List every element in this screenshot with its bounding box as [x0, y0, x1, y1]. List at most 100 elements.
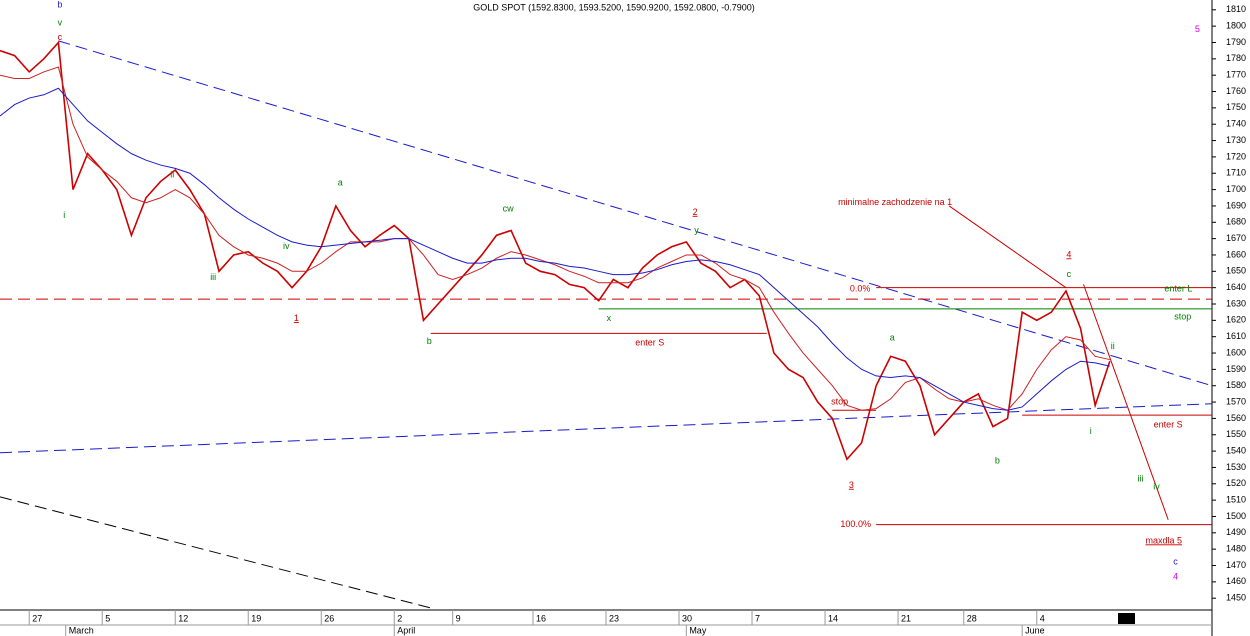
trend-line — [0, 496, 431, 609]
y-tick-label: 1720 — [1226, 151, 1246, 161]
x-tick-label: 23 — [609, 613, 619, 623]
y-tick-label: 1570 — [1226, 396, 1246, 406]
y-tick-label: 1790 — [1226, 37, 1246, 47]
x-tick-label: 28 — [967, 613, 977, 623]
x-tick-label: 7 — [755, 613, 760, 623]
trend-line — [0, 403, 1213, 454]
month-label: April — [397, 625, 415, 635]
annotation: enter L — [1164, 284, 1192, 294]
annotation: 3 — [849, 480, 854, 490]
annotation: iv — [283, 241, 290, 251]
x-tick-label: 5 — [105, 613, 110, 623]
y-tick-label: 1620 — [1226, 315, 1246, 325]
y-tick-label: 1460 — [1226, 576, 1246, 586]
y-tick-label: 1490 — [1226, 527, 1246, 537]
y-tick-label: 1550 — [1226, 429, 1246, 439]
month-label: March — [69, 625, 94, 635]
y-tick-label: 1730 — [1226, 135, 1246, 145]
series-line — [0, 87, 1110, 411]
y-tick-label: 1470 — [1226, 560, 1246, 570]
annotation: iii — [1137, 473, 1143, 483]
y-tick-label: 1670 — [1226, 233, 1246, 243]
annotation: 5 — [1195, 24, 1200, 34]
x-tick-label: 27 — [32, 613, 42, 623]
month-label: June — [1025, 625, 1045, 635]
annotation: 100.0% — [840, 519, 871, 529]
annotation: y — [694, 225, 699, 235]
annotation: i — [1090, 426, 1092, 436]
y-tick-label: 1680 — [1226, 217, 1246, 227]
y-tick-label: 1600 — [1226, 347, 1246, 357]
annotation: iv — [1153, 481, 1160, 491]
annotation: a — [338, 177, 343, 187]
x-tick-label: 30 — [682, 613, 692, 623]
annotation: i — [63, 210, 65, 220]
y-tick-label: 1630 — [1226, 298, 1246, 308]
annotation: ii — [1111, 341, 1115, 351]
x-tick-label: 2 — [397, 613, 402, 623]
x-tick-label: 14 — [828, 613, 838, 623]
y-tick-label: 1690 — [1226, 200, 1246, 210]
x-tick-label: 12 — [178, 613, 188, 623]
y-tick-label: 1650 — [1226, 266, 1246, 276]
y-tick-label: 1450 — [1226, 593, 1246, 603]
annotation: 0.0% — [850, 284, 871, 294]
trend-line — [58, 40, 1213, 387]
annotation: stop — [1174, 311, 1191, 321]
trend-line — [948, 205, 1067, 289]
annotation: x — [607, 313, 612, 323]
x-tick-label: 19 — [251, 613, 261, 623]
annotation: b — [995, 455, 1000, 465]
x-tick-label: 16 — [536, 613, 546, 623]
chart-title: GOLD SPOT (1592.8300, 1593.5200, 1590.92… — [473, 2, 755, 12]
month-label: May — [689, 625, 707, 635]
end-marker — [1118, 613, 1135, 624]
y-tick-label: 1580 — [1226, 380, 1246, 390]
annotation: v — [58, 17, 63, 27]
y-tick-label: 1760 — [1226, 86, 1246, 96]
y-tick-label: 1480 — [1226, 544, 1246, 554]
y-tick-label: 1540 — [1226, 445, 1246, 455]
y-tick-label: 1700 — [1226, 184, 1246, 194]
trend-line — [1083, 284, 1169, 520]
x-tick-label: 21 — [901, 613, 911, 623]
annotation: enter S — [635, 338, 664, 348]
annotation: c — [1067, 269, 1072, 279]
annotation: c — [58, 32, 63, 42]
y-tick-label: 1740 — [1226, 119, 1246, 129]
annotation: 4 — [1066, 249, 1071, 259]
annotation: stop — [831, 396, 848, 406]
annotation: a — [890, 333, 895, 343]
annotation: maxdla 5 — [1146, 535, 1183, 545]
y-tick-label: 1560 — [1226, 413, 1246, 423]
annotation: c — [1173, 557, 1178, 567]
y-tick-label: 1710 — [1226, 168, 1246, 178]
annotation: b — [57, 0, 62, 9]
y-tick-label: 1750 — [1226, 102, 1246, 112]
y-tick-label: 1530 — [1226, 462, 1246, 472]
annotation: enter S — [1154, 419, 1183, 429]
y-tick-label: 1660 — [1226, 249, 1246, 259]
annotation: iii — [210, 272, 216, 282]
annotation: b — [427, 336, 432, 346]
y-tick-label: 1520 — [1226, 478, 1246, 488]
annotation: 4 — [1173, 571, 1178, 581]
x-tick-label: 9 — [456, 613, 461, 623]
x-tick-label: 4 — [1040, 613, 1045, 623]
annotation: cw — [503, 204, 515, 214]
y-tick-label: 1510 — [1226, 495, 1246, 505]
x-tick-label: 26 — [324, 613, 334, 623]
series-line — [0, 66, 1110, 411]
series-line — [0, 40, 1111, 461]
y-tick-label: 1640 — [1226, 282, 1246, 292]
annotation: 1 — [294, 313, 299, 323]
annotation: minimalne zachodzenie na 1 — [838, 197, 952, 207]
y-tick-label: 1780 — [1226, 53, 1246, 63]
y-tick-label: 1610 — [1226, 331, 1246, 341]
y-tick-label: 1500 — [1226, 511, 1246, 521]
y-tick-label: 1810 — [1226, 4, 1246, 14]
y-tick-label: 1800 — [1226, 21, 1246, 31]
annotation: ii — [170, 169, 174, 179]
